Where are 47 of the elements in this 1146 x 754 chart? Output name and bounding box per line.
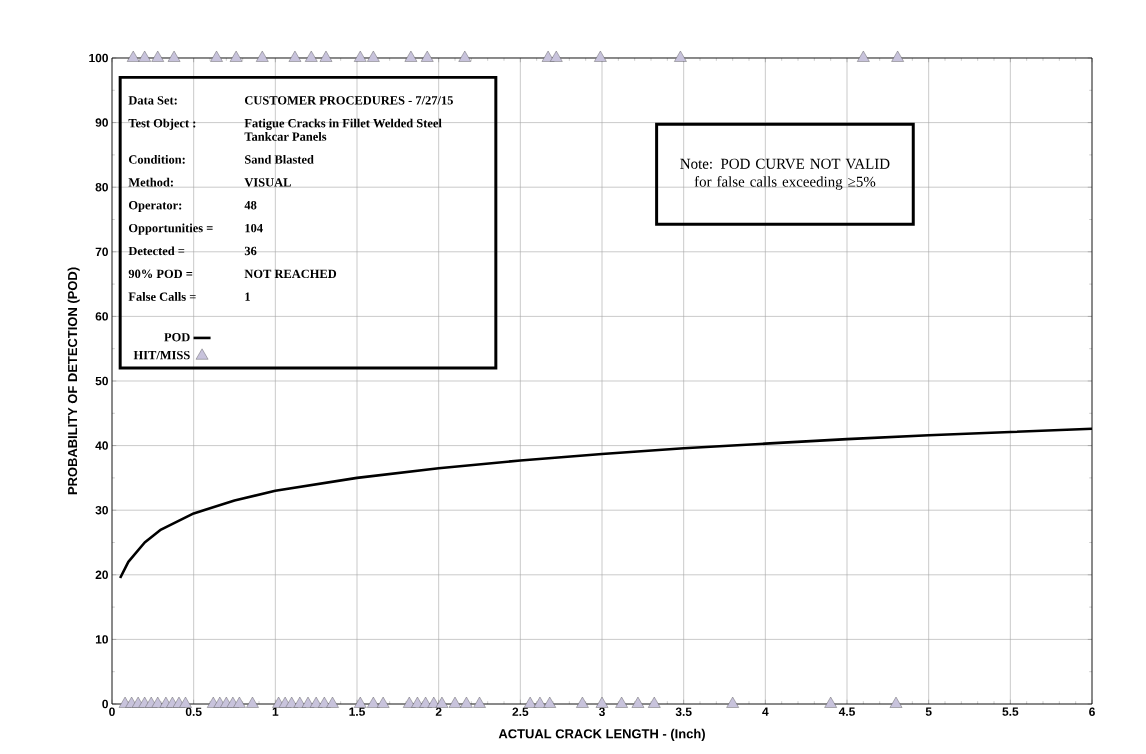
y-tick-label: 60	[95, 312, 108, 321]
annotation: Test Object :	[128, 118, 196, 130]
x-tick-label: 4	[762, 707, 769, 716]
y-tick-label: 70	[95, 247, 108, 257]
x-tick-label: 1.5	[349, 707, 365, 716]
annotation: 104	[245, 223, 263, 233]
x-tick-label: 3	[598, 707, 605, 717]
x-tick-label: 6	[1089, 707, 1095, 716]
x-tick-label: 2	[435, 707, 442, 716]
annotation: Data Set:	[128, 96, 177, 105]
y-tick-label: 90	[95, 118, 108, 127]
y-tick-label: 40	[95, 441, 108, 450]
x-tick-label: 4.5	[838, 707, 855, 716]
y-tick-label: 50	[95, 376, 108, 386]
x-tick-label: 1	[272, 707, 279, 716]
x-tick-label: 5	[925, 707, 932, 716]
annotation: Detected =	[128, 246, 185, 256]
legend-label: HIT/MISS	[133, 350, 190, 360]
x-axis-title: ACTUAL CRACK LENGTH - (Inch)	[498, 728, 705, 741]
annotation: Sand Blasted	[245, 154, 314, 164]
y-axis-title: PROBABILITY OF DETECTION (POD)	[67, 267, 80, 495]
annotation: 90% POD =	[128, 269, 193, 279]
x-tick-label: 0.5	[185, 707, 202, 716]
x-tick-label: 3.5	[675, 707, 692, 717]
annotation: Note: POD CURVE NOT VALID for false calls exceeding ≥5%	[680, 158, 890, 190]
annotation: Fatigue Cracks in Fillet Welded Steel Tankcar Panels	[244, 118, 442, 141]
annotation: Condition:	[128, 154, 185, 164]
y-tick-label: 100	[89, 53, 108, 63]
annotation: CUSTOMER PROCEDURES - 7/27/15	[244, 96, 453, 105]
annotation: 36	[244, 246, 257, 256]
y-tick-label: 30	[95, 505, 108, 515]
x-tick-label: 5.5	[1002, 707, 1019, 716]
annotation: Method:	[128, 177, 173, 187]
annotation: False Calls =	[128, 292, 196, 301]
y-tick-label: 10	[95, 635, 108, 644]
annotation: 48	[244, 201, 257, 210]
y-tick-label: 20	[95, 570, 108, 580]
annotation: 1	[245, 292, 250, 301]
annotation: VISUAL	[244, 178, 291, 187]
y-tick-label: 0	[102, 699, 108, 709]
y-tick-label: 80	[95, 182, 108, 192]
x-tick-label: 2.5	[512, 707, 529, 716]
legend-label: POD	[164, 333, 190, 342]
x-tick-label: 0	[109, 707, 115, 716]
annotation: Operator:	[128, 201, 182, 212]
annotation: NOT REACHED	[244, 269, 337, 279]
annotation: Opportunities =	[128, 223, 213, 235]
